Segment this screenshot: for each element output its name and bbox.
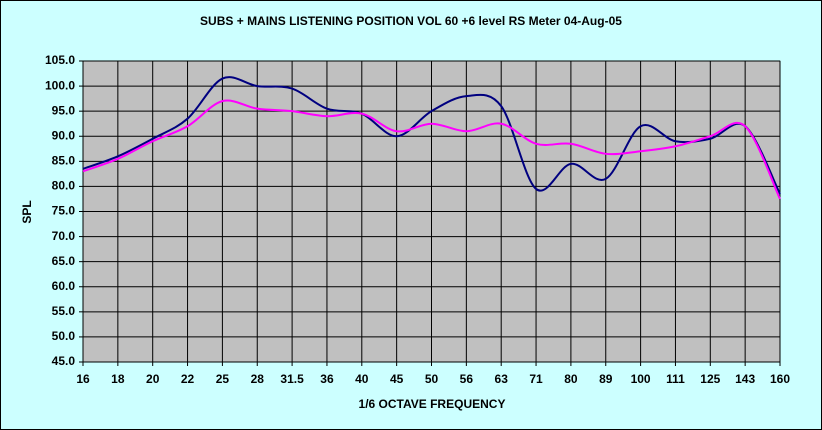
y-tick-label: 90.0 bbox=[52, 128, 76, 142]
y-tick-label: 75.0 bbox=[52, 204, 76, 218]
y-tick-label: 80.0 bbox=[52, 179, 76, 193]
y-tick-label: 70.0 bbox=[52, 229, 76, 243]
x-tick-label: 100 bbox=[631, 372, 651, 386]
x-tick-label: 16 bbox=[76, 372, 90, 386]
series-line bbox=[82, 99, 781, 200]
y-tick-label: 105.0 bbox=[45, 53, 75, 67]
x-tick-label: 22 bbox=[181, 372, 195, 386]
y-tick-label: 85.0 bbox=[52, 154, 76, 168]
y-axis-label: SPL bbox=[20, 200, 34, 223]
x-tick-label: 40 bbox=[355, 372, 369, 386]
series-line bbox=[82, 76, 781, 195]
x-tick-label: 143 bbox=[735, 372, 755, 386]
x-tick-label: 25 bbox=[216, 372, 230, 386]
x-tick-label: 111 bbox=[666, 372, 685, 386]
x-tick-label: 36 bbox=[320, 372, 334, 386]
x-tick-label: 56 bbox=[460, 372, 474, 386]
x-tick-label: 80 bbox=[564, 372, 578, 386]
y-tick-label: 55.0 bbox=[52, 304, 76, 318]
y-tick-label: 100.0 bbox=[45, 78, 75, 92]
y-tick-label: 60.0 bbox=[52, 279, 76, 293]
chart-title: SUBS + MAINS LISTENING POSITION VOL 60 +… bbox=[200, 14, 622, 28]
y-tick-label: 65.0 bbox=[52, 254, 76, 268]
x-tick-label: 160 bbox=[770, 372, 790, 386]
x-tick-label: 71 bbox=[529, 372, 543, 386]
x-tick-label: 18 bbox=[111, 372, 125, 386]
x-tick-label: 89 bbox=[599, 372, 613, 386]
x-axis-label: 1/6 OCTAVE FREQUENCY bbox=[359, 397, 506, 411]
x-tick-label: 28 bbox=[251, 372, 265, 386]
x-tick-label: 31.5 bbox=[280, 372, 304, 386]
x-tick-label: 63 bbox=[495, 372, 509, 386]
x-tick-label: 45 bbox=[390, 372, 404, 386]
x-tick-label: 50 bbox=[425, 372, 439, 386]
x-tick-label: 20 bbox=[146, 372, 160, 386]
x-tick-label: 125 bbox=[700, 372, 720, 386]
y-tick-label: 95.0 bbox=[52, 103, 76, 117]
y-tick-label: 50.0 bbox=[52, 329, 76, 343]
y-tick-label: 45.0 bbox=[52, 354, 76, 368]
